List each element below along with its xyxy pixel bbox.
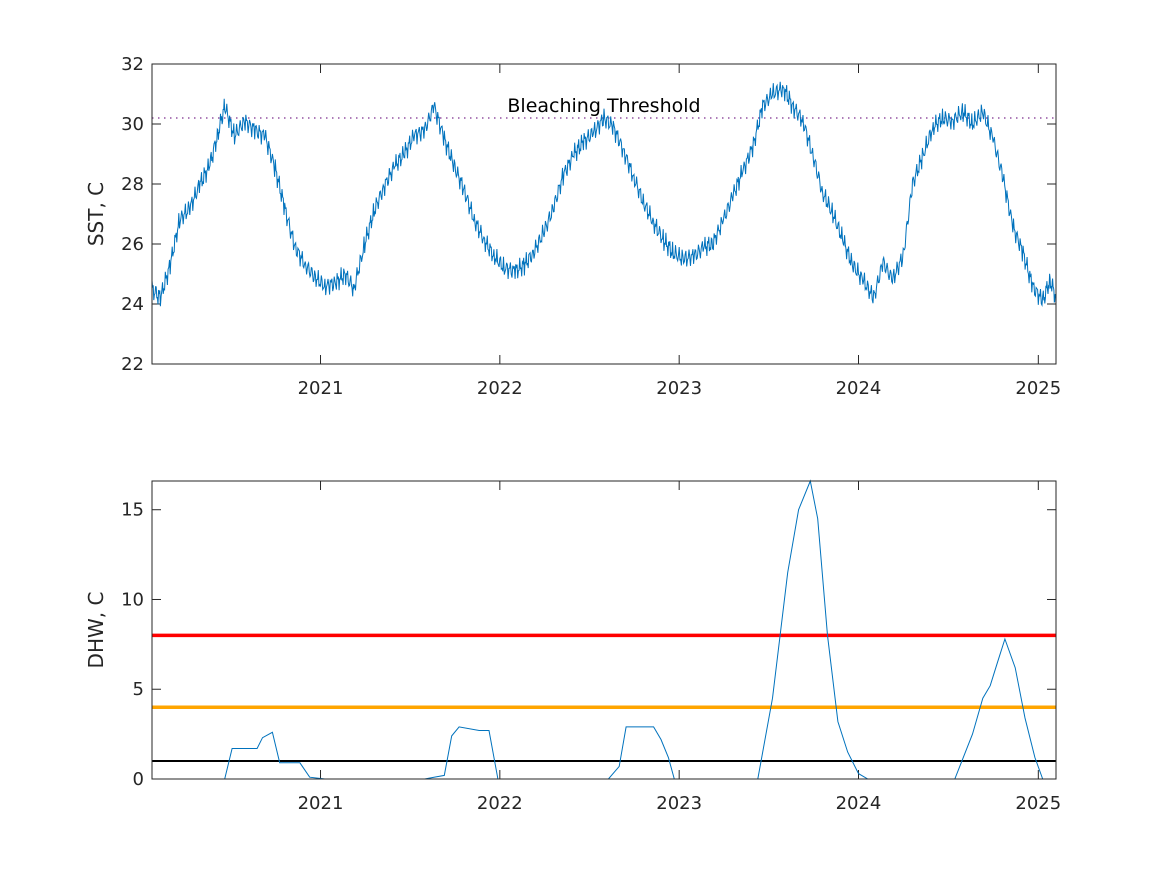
sst-axes-frame [151, 63, 1057, 365]
sst-y-tick-label: 24 [121, 294, 144, 315]
sst-x-tick-label: 2023 [656, 378, 702, 399]
sst-panel: 2021 2022 2023 2024 2025 22 24 26 28 30 32 Bleach… [84, 54, 1061, 399]
sst-y-axis-label: SST, C [84, 182, 108, 246]
sst-x-tick-label: 2024 [836, 378, 882, 399]
dhw-x-tick-label: 2022 [477, 793, 523, 814]
bleaching-threshold-label: Bleaching Threshold [507, 95, 700, 117]
dhw-y-tick-label: 10 [121, 589, 144, 610]
sst-x-tick-label: 2021 [298, 378, 344, 399]
dhw-x-tick-label: 2023 [656, 793, 702, 814]
sst-y-tick-label: 22 [121, 354, 144, 375]
sst-x-axis: 2021 2022 2023 2024 2025 [298, 64, 1061, 399]
dhw-y-tick-label: 15 [121, 500, 144, 521]
sst-series [151, 81, 1057, 308]
sst-y-tick-label: 28 [121, 174, 144, 195]
dhw-series [152, 479, 1056, 780]
dhw-x-tick-label: 2025 [1015, 793, 1061, 814]
dhw-x-axis: 2021 2022 2023 2024 2025 [298, 481, 1061, 814]
dhw-y-tick-label: 0 [133, 769, 144, 790]
dhw-axes-frame [151, 480, 1057, 780]
dhw-panel: 2021 2022 2023 2024 2025 0 5 10 15 DHW, C [84, 479, 1061, 814]
dhw-reference-lines [152, 633, 1056, 763]
dhw-y-tick-label: 5 [133, 679, 144, 700]
sst-y-tick-label: 32 [121, 54, 144, 75]
dhw-plot-area [152, 481, 1056, 779]
sst-y-tick-label: 26 [121, 234, 144, 255]
sst-x-tick-label: 2022 [477, 378, 523, 399]
sst-x-tick-label: 2025 [1015, 378, 1061, 399]
dhw-y-axis-label: DHW, C [84, 592, 108, 669]
dhw-line [152, 479, 1056, 780]
sst-line [151, 81, 1057, 308]
dhw-x-tick-label: 2021 [298, 793, 344, 814]
dhw-y-axis: 0 5 10 15 [121, 500, 1056, 790]
sst-y-tick-label: 30 [121, 114, 144, 135]
dhw-x-tick-label: 2024 [836, 793, 882, 814]
